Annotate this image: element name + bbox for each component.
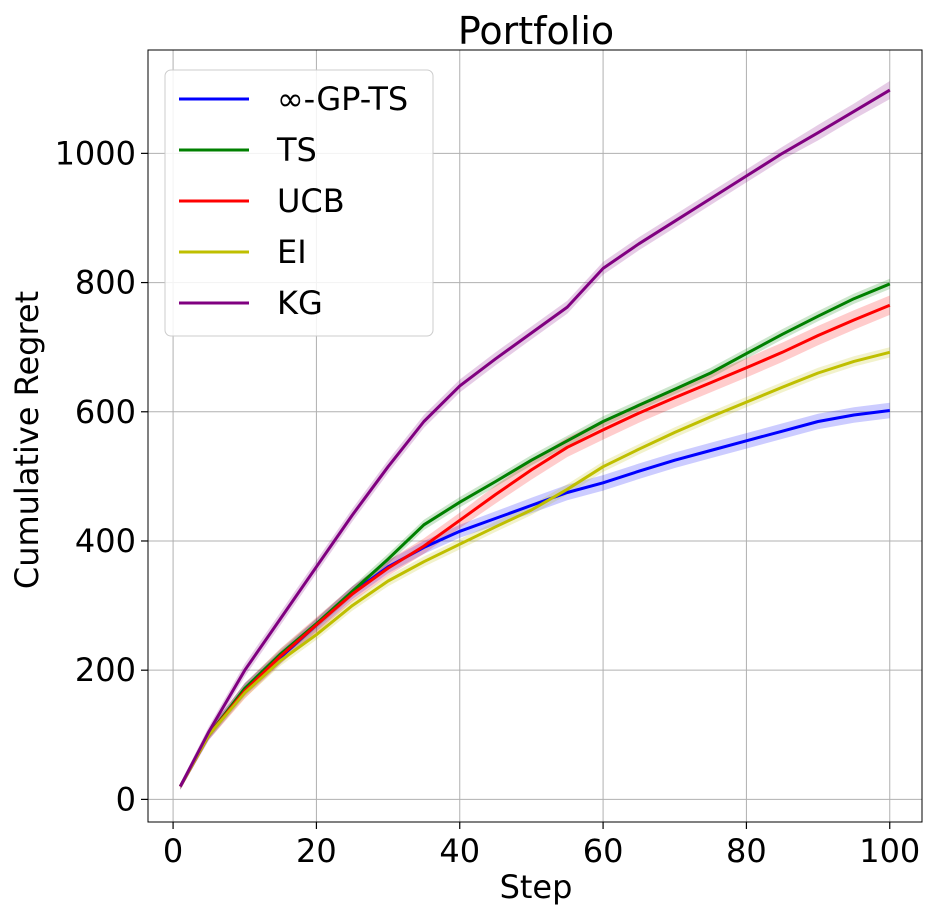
series-band-2 [180, 295, 890, 790]
legend-label-0: ∞-GP-TS [277, 80, 408, 118]
x-tick-label-0: 0 [163, 832, 183, 870]
series-line-3 [178, 350, 891, 788]
chart-title: Portfolio [458, 9, 614, 53]
series-line-4 [178, 88, 891, 788]
legend-label-4: KG [277, 284, 323, 322]
legend-label-1: TS [276, 131, 317, 169]
series-band-3 [180, 347, 890, 790]
y-tick-label-4: 800 [75, 264, 136, 302]
plot-frame [147, 49, 923, 823]
legend-box [164, 69, 434, 337]
x-tick-label-4: 80 [726, 832, 767, 870]
x-tick-label-5: 100 [859, 832, 920, 870]
y-axis-label: Cumulative Regret [8, 291, 46, 589]
x-tick-label-1: 20 [296, 832, 337, 870]
legend: ∞-GP-TS TS UCB EI KG [164, 69, 434, 337]
x-tick-label-3: 60 [583, 832, 624, 870]
legend-label-2: UCB [277, 182, 345, 220]
series-line-2 [178, 303, 891, 788]
legend-label-3: EI [277, 233, 307, 271]
x-axis-label: Step [500, 868, 573, 906]
y-tick-label-5: 1000 [55, 134, 136, 172]
series-lines [178, 88, 891, 788]
x-tick-label-2: 40 [439, 832, 480, 870]
y-tick-label-2: 400 [75, 522, 136, 560]
y-tick-label-1: 200 [75, 651, 136, 689]
y-tick-label-0: 0 [116, 780, 136, 818]
y-tick-label-3: 600 [75, 393, 136, 431]
